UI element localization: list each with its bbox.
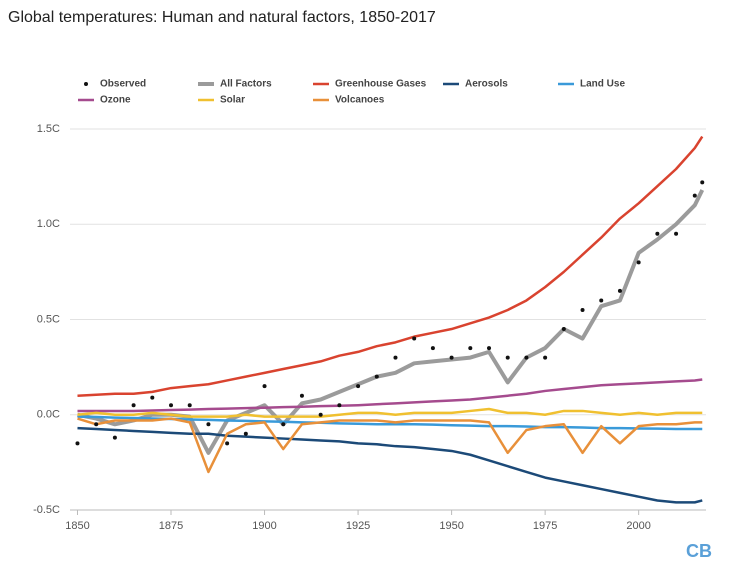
observed-point: [75, 441, 80, 446]
observed-point: [281, 422, 286, 427]
series-line: [77, 426, 703, 504]
x-tick-label: 1850: [65, 520, 89, 532]
observed-point: [617, 288, 622, 293]
series-line: [77, 417, 703, 474]
legend-label: Solar: [220, 95, 245, 106]
observed-point: [487, 346, 492, 351]
series-line: [77, 415, 703, 431]
observed-point: [692, 193, 697, 198]
y-tick-label: -0.5C: [33, 504, 60, 516]
legend-marker: [84, 82, 88, 86]
x-tick-label: 2000: [626, 520, 650, 532]
observed-point: [243, 431, 248, 436]
observed-point: [206, 422, 211, 427]
legend-label: Greenhouse Gases: [335, 79, 427, 90]
logo: CB: [686, 541, 712, 561]
y-tick-label: 1.5C: [37, 123, 60, 135]
observed-point: [131, 403, 136, 408]
observed-point: [150, 395, 155, 400]
legend-label: All Factors: [220, 79, 272, 90]
y-tick-label: 0.0C: [37, 409, 60, 421]
observed-point: [337, 403, 342, 408]
series-line: [77, 135, 704, 397]
legend-label: Observed: [100, 79, 146, 90]
observed-point: [112, 435, 117, 440]
observed-point: [543, 355, 548, 360]
observed-point: [468, 346, 473, 351]
observed-point: [225, 441, 230, 446]
chart-title: Global temperatures: Human and natural f…: [8, 9, 436, 26]
series-line: [77, 407, 703, 418]
legend-label: Land Use: [580, 79, 625, 90]
observed-point: [524, 355, 529, 360]
y-tick-label: 0.5C: [37, 313, 60, 325]
observed-point: [700, 180, 705, 185]
observed-point: [599, 298, 604, 303]
observed-point: [655, 231, 660, 236]
x-tick-label: 1875: [159, 520, 183, 532]
observed-point: [299, 393, 304, 398]
observed-point: [636, 260, 641, 265]
legend-label: Aerosols: [465, 79, 508, 90]
observed-point: [430, 346, 435, 351]
observed-point: [412, 336, 417, 341]
x-tick-label: 1950: [439, 520, 463, 532]
legend-label: Ozone: [100, 95, 131, 106]
x-tick-label: 1900: [252, 520, 276, 532]
observed-point: [580, 307, 585, 312]
y-tick-label: 1.0C: [37, 218, 60, 230]
observed-point: [505, 355, 510, 360]
legend-label: Volcanoes: [335, 95, 385, 106]
observed-point: [674, 231, 679, 236]
observed-point: [318, 412, 323, 417]
observed-point: [449, 355, 454, 360]
observed-point: [374, 374, 379, 379]
series-line: [77, 378, 703, 413]
observed-point: [187, 403, 192, 408]
observed-point: [94, 422, 99, 427]
x-tick-label: 1925: [346, 520, 370, 532]
observed-point: [262, 384, 267, 389]
observed-point: [561, 327, 566, 332]
x-tick-label: 1975: [533, 520, 557, 532]
observed-point: [169, 403, 174, 408]
observed-point: [356, 384, 361, 389]
observed-point: [393, 355, 398, 360]
